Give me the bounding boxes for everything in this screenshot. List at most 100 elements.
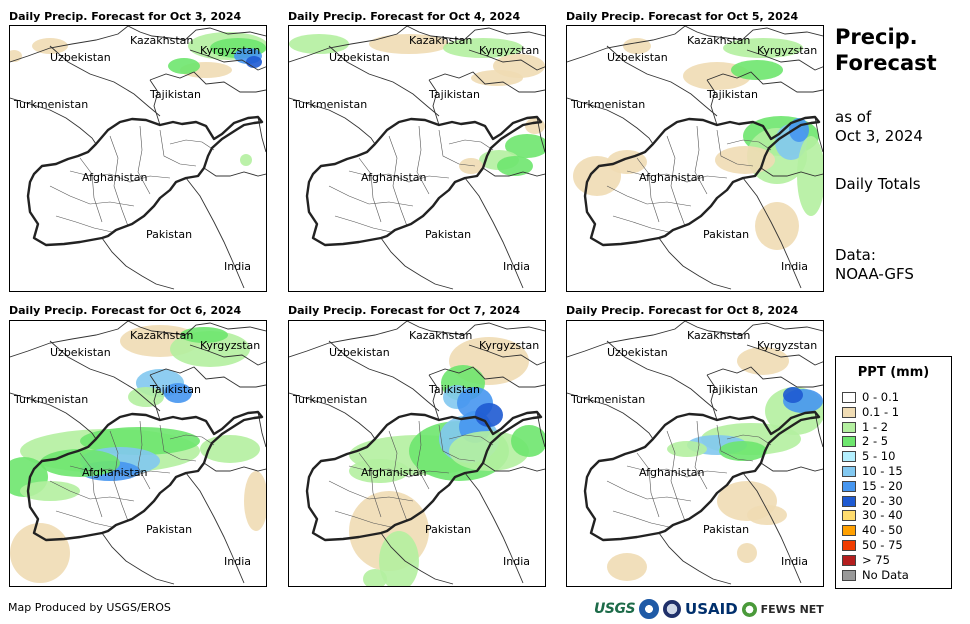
precip-area [246,56,262,68]
country-border [606,340,718,412]
panel-title-2: Daily Precip. Forecast for Oct 4, 2024 [288,10,521,23]
province-boundary [55,215,113,233]
country-border [567,97,654,145]
province-boundary [726,139,772,151]
province-boundary [137,125,151,195]
country-label-uzbekistan: Uzbekistan [50,346,111,359]
country-label-kazakhstan: Kazakhstan [130,34,193,47]
country-label-afghanistan: Afghanistan [639,171,705,184]
country-border [257,116,266,153]
legend-item: 40 - 50 [842,523,903,537]
country-label-afghanistan: Afghanistan [639,466,705,479]
precip-area [471,70,523,86]
legend-label: 40 - 50 [862,523,903,538]
country-label-kyrgyzstan: Kyrgyzstan [757,339,817,352]
province-boundary [694,125,708,195]
legend-item: 20 - 30 [842,494,903,508]
country-border [149,71,266,93]
country-border [127,26,266,41]
country-label-india: India [224,260,251,273]
country-border [289,321,408,358]
province-boundary [612,510,670,528]
country-border [149,366,266,388]
fews-globe-icon [741,601,757,617]
country-border [380,532,454,585]
precip-area [497,156,533,176]
as-of-label: as of [835,108,872,126]
legend-label: 50 - 75 [862,538,903,552]
country-label-kyrgyzstan: Kyrgyzstan [200,44,260,57]
country-border [606,45,718,117]
country-label-india: India [503,555,530,568]
legend-label: 0 - 0.1 [862,390,900,404]
panel-title-1: Daily Precip. Forecast for Oct 3, 2024 [9,10,242,23]
country-label-uzbekistan: Uzbekistan [607,51,668,64]
country-label-kazakhstan: Kazakhstan [409,34,472,47]
precip-map-svg: Kazakhstan Kyrgyzstan Uzbekistan Tajikistan… [10,321,266,585]
country-label-kyrgyzstan: Kyrgyzstan [200,339,260,352]
panel-title-4: Daily Precip. Forecast for Oct 6, 2024 [9,304,242,317]
legend-label: 20 - 30 [862,493,903,508]
country-border [185,472,245,584]
precip-area [20,481,80,501]
country-label-kazakhstan: Kazakhstan [409,329,472,342]
afghanistan-border [26,115,264,247]
country-border [567,392,654,440]
country-label-pakistan: Pakistan [425,228,471,241]
country-label-pakistan: Pakistan [703,228,749,241]
legend-swatch [842,554,856,566]
partner-logos: USGS USAID FEWS NET [594,597,824,621]
legend-swatch [842,436,856,448]
country-border [428,79,440,126]
usgs-logo: USGS [594,601,636,617]
as-of-date: as of Oct 3, 2024 [835,108,923,146]
forecast-map-oct-3: Kazakhstan Kyrgyzstan Uzbekistan Tajikistan… [9,25,267,292]
province-boundary [49,480,135,502]
afghanistan-border [583,410,821,542]
precip-area [511,425,545,457]
country-border [10,97,97,145]
province-boundary [69,465,171,478]
province-boundary [666,430,686,522]
country-border [289,392,376,440]
country-label-afghanistan: Afghanistan [82,171,148,184]
precip-area [623,38,651,54]
province-boundary [348,170,450,183]
country-border [406,26,545,41]
country-border [328,340,440,412]
country-label-uzbekistan: Uzbekistan [607,346,668,359]
province-boundary [334,215,392,233]
panel-title-6: Daily Precip. Forecast for Oct 8, 2024 [566,304,799,317]
daily-totals-label: Daily Totals [835,175,921,193]
precip-area [719,441,767,461]
legend-item: 5 - 10 [842,449,895,463]
precip-area [607,553,647,581]
precip-area [180,327,228,343]
province-boundary [626,465,728,478]
country-label-tajikistan: Tajikistan [428,88,480,101]
country-border [746,49,823,71]
country-border [203,167,266,177]
precip-area [443,38,523,58]
country-label-kazakhstan: Kazakhstan [687,329,750,342]
country-label-kyrgyzstan: Kyrgyzstan [479,339,539,352]
forecast-map-oct-4: Kazakhstan Kyrgyzstan Uzbekistan Tajikistan… [288,25,546,292]
country-border [149,79,161,126]
precip-area [797,136,823,216]
province-boundary [334,510,392,528]
country-label-tajikistan: Tajikistan [706,383,758,396]
country-border [289,97,376,145]
legend-item: 10 - 15 [842,464,903,478]
precip-area [363,569,387,586]
country-border [428,366,545,388]
country-border [185,177,245,289]
precip-area [755,202,799,250]
legend-title: PPT (mm) [857,365,930,380]
forecast-map-oct-8: Kazakhstan Kyrgyzstan Uzbekistan Tajikistan… [566,320,824,587]
legend-label: No Data [862,567,909,582]
province-boundary [49,185,135,207]
country-border [814,411,823,448]
country-border [406,321,545,336]
country-label-india: India [781,555,808,568]
country-label-india: India [503,260,530,273]
